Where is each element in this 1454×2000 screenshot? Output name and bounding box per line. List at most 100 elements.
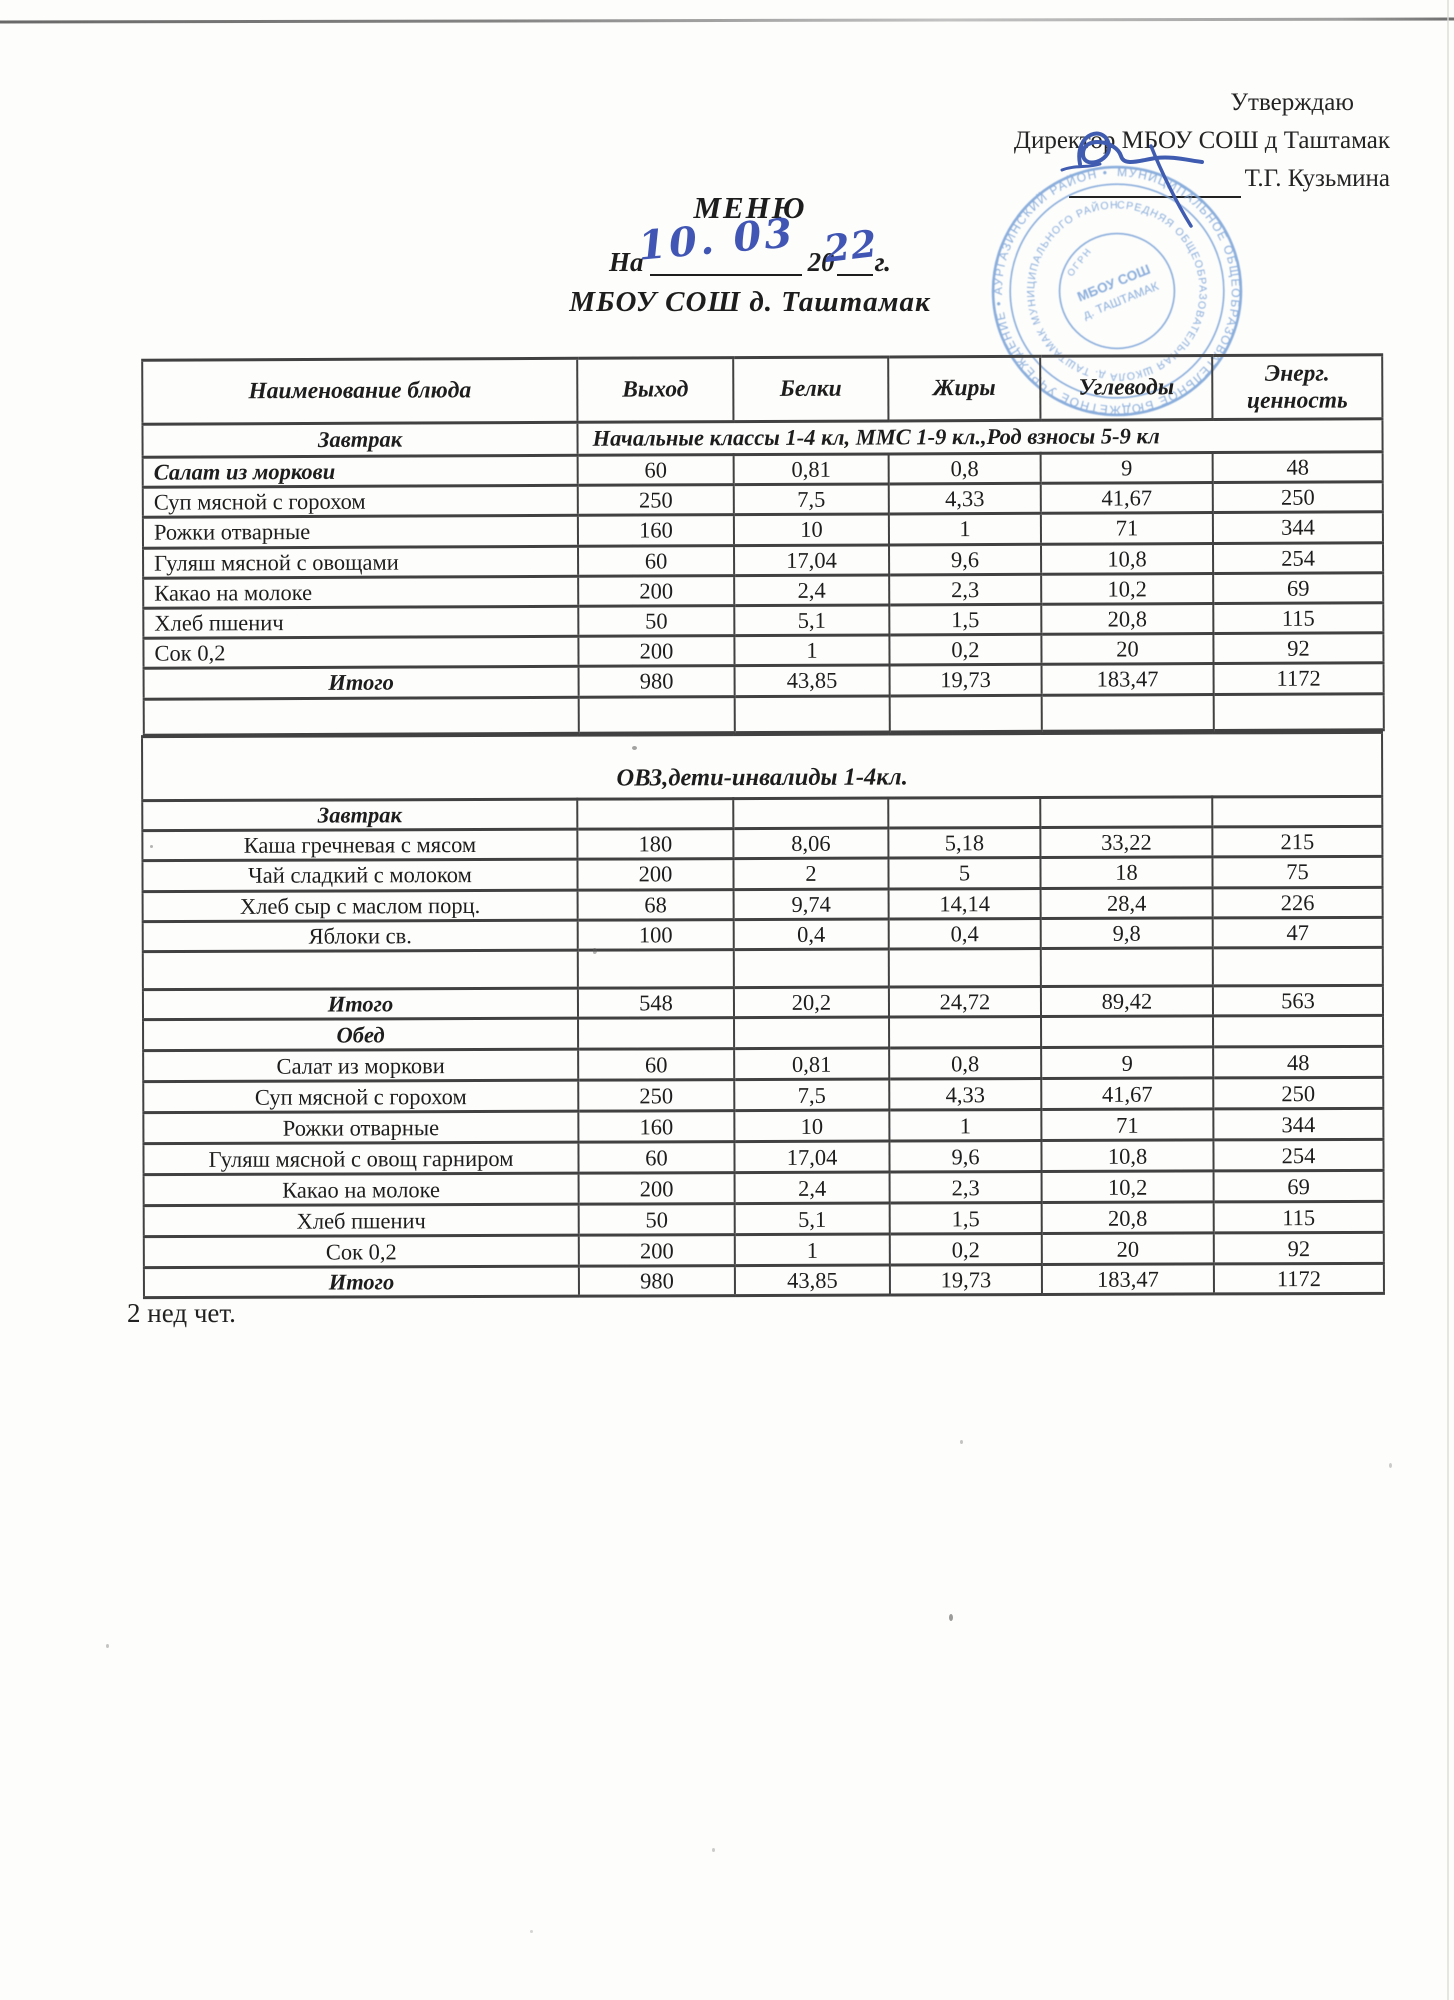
date-underline	[649, 264, 802, 276]
value-cell: 7,5	[734, 1079, 890, 1111]
total-label-cell: Итого	[143, 666, 579, 699]
value-cell: 48	[1213, 1046, 1384, 1079]
value-cell: 4,33	[888, 483, 1041, 515]
header-cell: Энерг. ценность	[1212, 354, 1383, 420]
menu-table-ovz: ОВЗ,дети-инвалиды 1-4кл. Завтрак Каша гр…	[141, 731, 1385, 1300]
dish-name-cell: Хлеб пшенич	[143, 606, 579, 639]
scan-edge-line	[0, 17, 1454, 24]
value-cell: 250	[578, 1079, 735, 1112]
value-cell: 100	[577, 919, 734, 951]
section-label-cell: Обед	[143, 1018, 579, 1051]
value-cell: 68	[577, 889, 734, 920]
signature-underline	[1068, 168, 1241, 198]
value-cell: 160	[577, 515, 735, 546]
date-line: На 20 г. 10. 03 22	[430, 209, 1070, 278]
value-cell: 2,3	[889, 1171, 1042, 1204]
value-cell: 10,8	[1041, 1140, 1214, 1172]
dish-name-cell: Какао на молоке	[143, 1173, 579, 1206]
empty-cell	[578, 696, 735, 733]
section-label-cell: Завтрак	[142, 422, 578, 458]
menu-row: Какао на молоке 200 2,4 2,3 10,2 69	[143, 1170, 1384, 1206]
value-cell: 20	[1041, 633, 1214, 665]
value-cell: 50	[578, 605, 735, 637]
director-line: Директор МБОУ СОШ д Таштамак	[1013, 127, 1390, 154]
menu-row: Яблоки св. 100 0,4 0,4 9,8 47	[142, 917, 1383, 952]
value-cell: 183,47	[1041, 663, 1214, 695]
empty-cell	[578, 1017, 735, 1050]
value-cell: 9	[1040, 452, 1213, 484]
empty-cell	[733, 948, 889, 988]
value-cell: 48	[1212, 451, 1383, 483]
value-cell: 60	[577, 454, 734, 486]
value-cell: 2,4	[734, 574, 890, 606]
value-cell: 1	[889, 1109, 1042, 1142]
scan-speck	[150, 845, 153, 848]
value-cell: 0,4	[733, 918, 889, 950]
value-cell: 20	[1041, 1233, 1214, 1265]
dish-name-cell: Суп мясной с горохом	[142, 485, 578, 518]
value-cell: 92	[1213, 632, 1384, 664]
value-cell: 1	[734, 1234, 890, 1266]
value-cell: 563	[1212, 985, 1384, 1017]
value-cell: 1,5	[889, 604, 1042, 636]
value-cell: 60	[578, 1141, 735, 1174]
footer-note: 2 нед чет.	[127, 1298, 236, 1328]
menu-row: Чай сладкий с молоком 200 2 5 18 75	[142, 856, 1383, 892]
value-cell: 200	[578, 1234, 735, 1267]
value-cell: 41,67	[1040, 482, 1213, 514]
value-cell: 20,8	[1041, 603, 1214, 635]
value-cell: 0,81	[734, 1048, 890, 1080]
value-cell: 200	[578, 575, 735, 607]
value-cell: 1	[888, 513, 1041, 545]
total-label-cell: Итого	[143, 1266, 579, 1298]
value-cell: 5,1	[734, 604, 890, 636]
value-cell: 1	[734, 635, 890, 666]
director-signature-icon	[1060, 131, 1204, 228]
value-cell: 17,04	[734, 1141, 890, 1173]
approval-block: Утверждаю Директор МБОУ СОШ д Таштамак Т…	[1014, 84, 1390, 198]
menu-row: Сок 0,2 200 1 0,2 20 92	[143, 1232, 1384, 1268]
value-cell: 980	[578, 665, 735, 697]
value-cell: 254	[1213, 1139, 1384, 1172]
header-cell: Жиры	[888, 356, 1041, 421]
title-block: МЕНЮ На 20 г. 10. 03 22 МБОУ СОШ д. Ташт…	[430, 190, 1070, 319]
menu-row: Хлеб пшенич 50 5,1 1,5 20,8 115	[143, 1201, 1384, 1237]
scan-speck	[960, 1440, 963, 1444]
empty-cell	[888, 948, 1041, 987]
value-cell: 28,4	[1040, 887, 1213, 919]
dish-name-cell: Рожки отварные	[143, 1111, 579, 1144]
empty-cell	[1041, 1016, 1214, 1048]
scan-speck	[712, 1848, 715, 1852]
value-cell: 5,1	[734, 1203, 890, 1235]
value-cell: 50	[578, 1203, 735, 1236]
dish-name-cell: Гуляш мясной с овощ гарниром	[143, 1142, 579, 1175]
dish-name-cell: Чай сладкий с молоком	[142, 859, 578, 892]
value-cell: 250	[1212, 481, 1383, 513]
empty-cell	[1212, 796, 1383, 828]
value-cell: 980	[578, 1265, 735, 1297]
dish-name-cell: Сок 0,2	[143, 1235, 579, 1268]
empty-cell	[1040, 796, 1213, 828]
empty-cell	[142, 950, 578, 990]
value-cell: 19,73	[889, 664, 1042, 696]
dish-name-cell: Салат из моркови	[142, 455, 578, 488]
value-cell: 250	[577, 484, 734, 516]
scan-speck	[530, 1930, 533, 1933]
scan-speck	[632, 746, 637, 750]
value-cell: 43,85	[734, 1265, 890, 1296]
scan-speck	[593, 948, 597, 954]
value-cell: 1172	[1213, 663, 1384, 695]
value-cell: 9	[1041, 1047, 1214, 1079]
menu-row: Гуляш мясной с овощ гарниром 60 17,04 9,6 10…	[143, 1139, 1384, 1175]
value-cell: 10	[734, 1110, 890, 1142]
empty-cell	[1213, 693, 1384, 731]
empty-cell	[1213, 1015, 1384, 1048]
value-cell: 33,22	[1040, 827, 1213, 858]
empty-row	[143, 693, 1384, 735]
value-cell: 41,67	[1041, 1078, 1214, 1110]
value-cell: 1172	[1213, 1263, 1384, 1295]
value-cell: 1,5	[889, 1202, 1042, 1235]
value-cell: 200	[577, 858, 734, 890]
menu-row: Рожки отварные 160 10 1 71 344	[143, 1108, 1384, 1144]
value-cell: 9,6	[889, 543, 1042, 575]
